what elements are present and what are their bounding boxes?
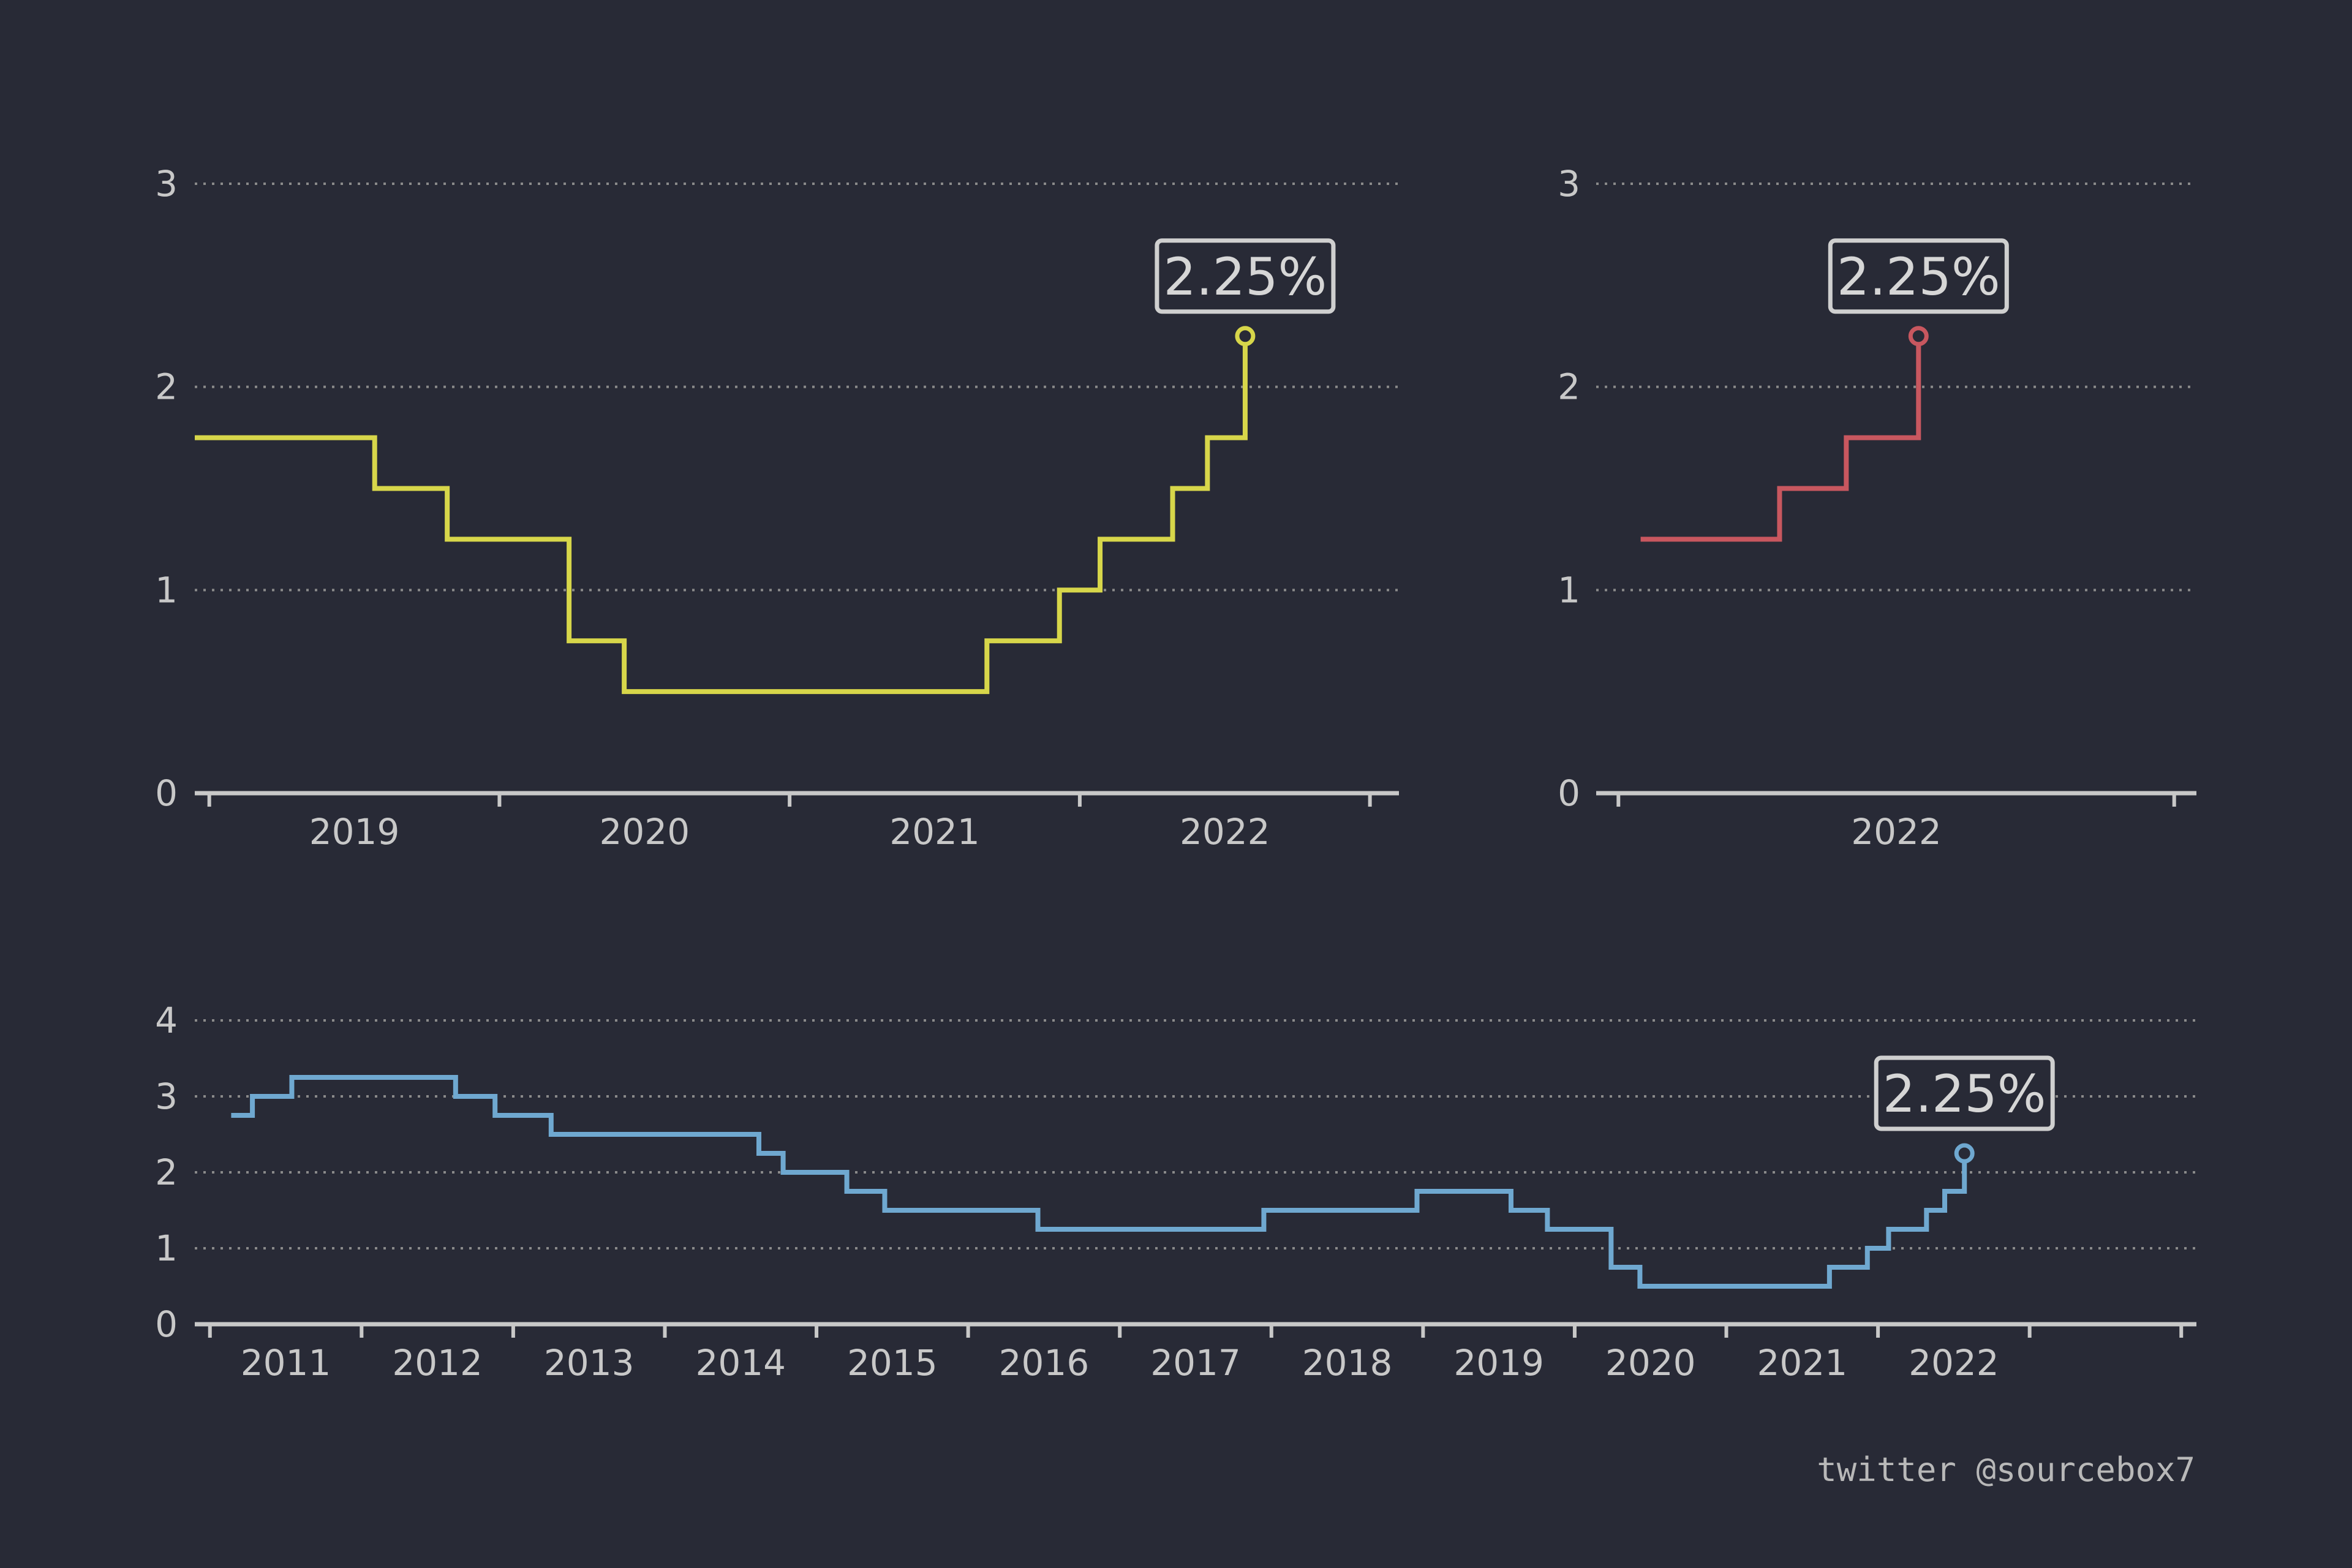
- callout-box: [1828, 238, 2009, 314]
- x-tick-label: 2022: [1180, 811, 1270, 853]
- x-tick-label: 2014: [695, 1342, 786, 1384]
- series-line: [231, 1075, 1967, 1289]
- callout-label: 2.25%: [1163, 247, 1327, 307]
- callout-label: 2.25%: [1883, 1064, 2046, 1124]
- y-tick-label: 4: [155, 1000, 178, 1041]
- x-tick-label: 2022: [1909, 1342, 1999, 1384]
- chart-current-year: 0 1 2 3 2022 2.25%: [1558, 163, 2196, 853]
- x-tick-label: 2021: [1757, 1342, 1847, 1384]
- x-tick-label: 2021: [889, 811, 980, 853]
- y-tick-label: 0: [155, 772, 178, 814]
- y-tick-label: 2: [1558, 366, 1580, 408]
- x-tick-label: 2013: [544, 1342, 635, 1384]
- y-tick-label: 1: [1558, 569, 1580, 611]
- x-tick-label: 2019: [309, 811, 400, 853]
- y-tick-label: 3: [155, 163, 178, 205]
- x-tick-label: 2022: [1851, 811, 1942, 853]
- x-tick-label: 2018: [1302, 1342, 1393, 1384]
- x-tick-label: 2016: [999, 1342, 1090, 1384]
- series-line: [195, 336, 1248, 695]
- y-tick-label: 1: [155, 1227, 178, 1269]
- chart-long-run: 0 1 2 3 4 2011 2012 2013 2014 2015 2016 2017 2018 201…: [155, 1000, 2196, 1384]
- y-tick-label: 0: [1558, 772, 1580, 814]
- y-tick-label: 2: [155, 1152, 178, 1193]
- y-tick-label: 2: [155, 366, 178, 408]
- callout-label: 2.25%: [1837, 247, 2000, 307]
- y-tick-label: 0: [155, 1303, 178, 1345]
- endpoint-marker: [1954, 1143, 1975, 1164]
- callout-box: [1155, 238, 1336, 314]
- x-tick-label: 2011: [241, 1342, 331, 1384]
- credit-text: twitter @sourcebox7: [1817, 1450, 2195, 1489]
- x-tick-label: 2017: [1150, 1342, 1241, 1384]
- endpoint-marker: [1908, 326, 1929, 347]
- x-tick-label: 2019: [1453, 1342, 1544, 1384]
- x-tick-label: 2015: [847, 1342, 938, 1384]
- x-tick-label: 2020: [599, 811, 690, 853]
- y-tick-label: 1: [155, 569, 178, 611]
- series-line: [1640, 336, 1921, 542]
- callout-box: [1874, 1055, 2055, 1131]
- x-tick-label: 2020: [1605, 1342, 1696, 1384]
- y-tick-label: 3: [1558, 163, 1580, 205]
- endpoint-marker: [1235, 326, 1256, 347]
- x-tick-label: 2012: [392, 1342, 483, 1384]
- y-tick-label: 3: [155, 1076, 178, 1117]
- chart-recent: 0 1 2 3 2019 2020 2021 2022 2.25%: [155, 163, 1399, 853]
